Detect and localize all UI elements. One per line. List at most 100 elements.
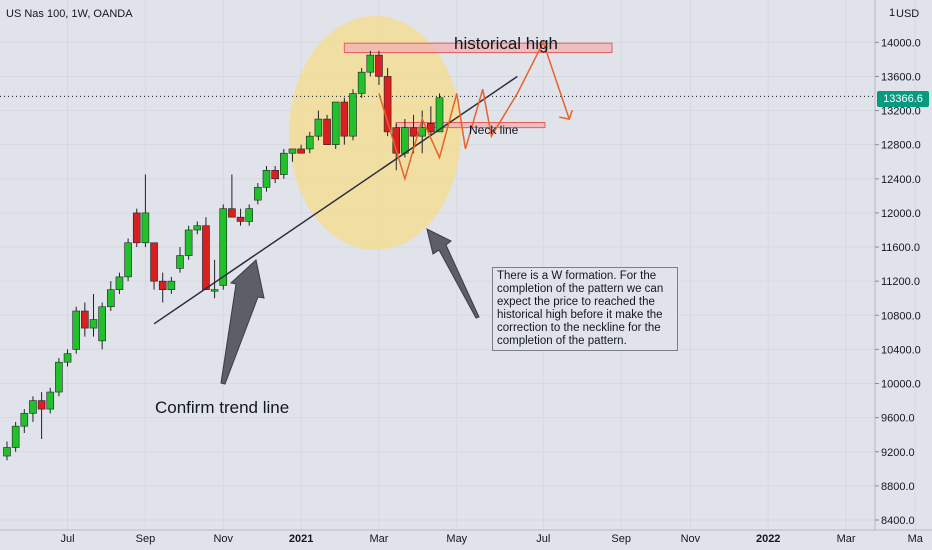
candle bbox=[3, 441, 11, 461]
candle-body bbox=[20, 413, 29, 427]
time-tick-label: Nov bbox=[213, 533, 233, 545]
candle bbox=[254, 183, 262, 205]
candle bbox=[228, 174, 236, 218]
candle bbox=[331, 101, 340, 149]
candle-body bbox=[89, 319, 98, 329]
candle-body bbox=[115, 276, 124, 290]
time-tick-label: Sep bbox=[136, 533, 156, 545]
candle bbox=[383, 67, 392, 137]
last-price-tag: 13366.6 bbox=[877, 91, 929, 107]
candle-body bbox=[11, 425, 20, 448]
candle bbox=[357, 67, 366, 98]
time-tick-label: Mar bbox=[837, 533, 856, 545]
candle bbox=[297, 144, 305, 154]
candle bbox=[435, 93, 444, 133]
price-axis[interactable]: 8400.0 8800.0 9200.0 9600.0 10000.0 10400.0 10… bbox=[875, 7, 921, 527]
candle-body bbox=[366, 54, 375, 73]
candle-body bbox=[279, 152, 288, 175]
price-tick-label: 11600.0 bbox=[881, 242, 920, 254]
candle-body bbox=[340, 101, 349, 137]
candle-body bbox=[150, 242, 158, 282]
price-tick-label: 9200.0 bbox=[881, 447, 915, 459]
time-tick-label: 2022 bbox=[756, 533, 780, 545]
candle bbox=[288, 148, 297, 162]
price-tick-label: 1 bbox=[889, 7, 895, 19]
candle bbox=[11, 421, 20, 452]
candle-body bbox=[29, 400, 37, 414]
candle-body bbox=[98, 306, 106, 342]
candle bbox=[245, 204, 253, 226]
candle-body bbox=[184, 229, 193, 256]
candle bbox=[314, 110, 323, 141]
candle bbox=[202, 217, 210, 290]
candle-body bbox=[158, 280, 167, 290]
trend-arrow bbox=[220, 259, 265, 385]
candle-body bbox=[63, 353, 72, 363]
time-tick-label: Sep bbox=[611, 533, 631, 545]
candle bbox=[323, 114, 331, 145]
candle-body bbox=[236, 216, 245, 222]
candle bbox=[167, 276, 176, 294]
candle-body bbox=[202, 225, 210, 290]
currency-label[interactable]: USD bbox=[896, 8, 920, 20]
price-tick-label: 8800.0 bbox=[881, 481, 915, 493]
price-tick-label: 10400.0 bbox=[881, 344, 921, 356]
time-tick-label: Jul bbox=[536, 533, 550, 545]
candle-body bbox=[245, 208, 253, 222]
candle bbox=[29, 396, 37, 422]
candle-body bbox=[314, 118, 323, 137]
candle bbox=[375, 50, 383, 85]
candle bbox=[279, 148, 288, 179]
candle bbox=[158, 272, 167, 303]
candle-body bbox=[141, 212, 150, 244]
candle-body bbox=[167, 280, 176, 290]
candle bbox=[150, 242, 158, 290]
candle-body bbox=[132, 212, 141, 244]
candle bbox=[72, 306, 80, 354]
candle bbox=[193, 221, 202, 235]
w-projection-path bbox=[378, 40, 570, 182]
candle bbox=[98, 302, 106, 350]
symbol-title[interactable]: US Nas 100, 1W, OANDA bbox=[6, 8, 133, 20]
candle-body bbox=[297, 148, 305, 154]
candle-body bbox=[427, 123, 435, 133]
trend-line-label[interactable]: Confirm trend line bbox=[155, 398, 290, 417]
candle-body bbox=[81, 310, 89, 329]
time-tick-label: Ma bbox=[908, 533, 924, 545]
candle bbox=[55, 357, 63, 397]
price-tick-label: 12400.0 bbox=[881, 174, 921, 186]
price-tick-label: 8400.0 bbox=[881, 515, 915, 527]
candle bbox=[81, 302, 89, 337]
historical-high-label[interactable]: historical high bbox=[454, 34, 558, 53]
candle-body bbox=[331, 101, 340, 145]
price-tick-label: 10800.0 bbox=[881, 310, 921, 322]
price-tick-label: 13600.0 bbox=[881, 71, 921, 83]
analysis-note[interactable]: There is a W formation. For the completi… bbox=[492, 267, 678, 351]
candle-body bbox=[383, 76, 392, 133]
candle bbox=[115, 272, 124, 294]
circle-arrow bbox=[426, 228, 480, 319]
candle-body bbox=[72, 310, 80, 350]
candle bbox=[176, 247, 184, 273]
candle-body bbox=[254, 187, 262, 201]
candle-body bbox=[193, 225, 202, 231]
candle bbox=[132, 208, 141, 248]
w-pattern-highlight-circle bbox=[289, 16, 461, 250]
candle-body bbox=[288, 148, 297, 154]
candle-body bbox=[210, 289, 219, 292]
neck-line-label[interactable]: Neck line bbox=[469, 123, 519, 137]
candle bbox=[236, 208, 245, 226]
trend-line bbox=[153, 75, 518, 325]
annotation-arrows bbox=[220, 109, 573, 385]
candles bbox=[3, 50, 444, 461]
price-tick-label: 12800.0 bbox=[881, 140, 921, 152]
price-tick-label: 11200.0 bbox=[881, 276, 920, 288]
time-axis[interactable]: Jul Sep Nov 2021 Mar May Jul Sep Nov 2022 Mar Ma bbox=[61, 533, 924, 545]
candle-body bbox=[219, 208, 228, 286]
candle-body bbox=[271, 169, 279, 180]
candle-body bbox=[3, 447, 11, 457]
price-tick-label: 9600.0 bbox=[881, 413, 915, 425]
candle bbox=[305, 131, 314, 154]
